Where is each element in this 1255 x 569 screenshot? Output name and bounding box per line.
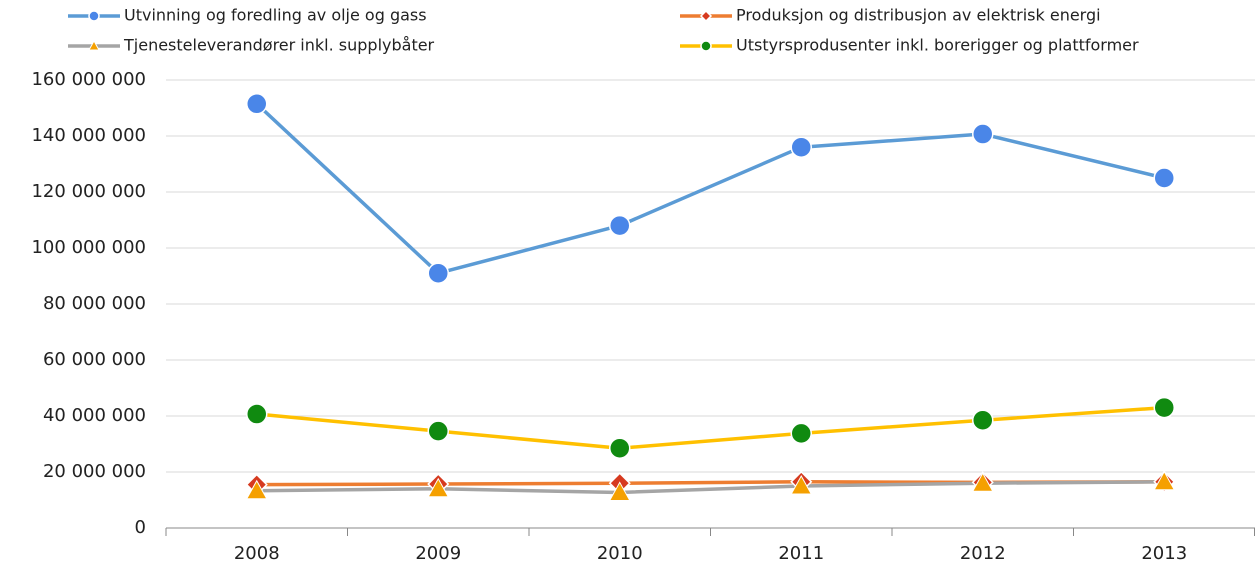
x-tick-label: 2010 bbox=[597, 543, 643, 564]
marker bbox=[972, 409, 994, 431]
marker bbox=[246, 93, 268, 115]
y-tick-label: 80 000 000 bbox=[43, 293, 146, 314]
marker bbox=[790, 474, 813, 495]
y-tick-label: 20 000 000 bbox=[43, 461, 146, 482]
series-line bbox=[256, 405, 1165, 450]
legend-marker bbox=[700, 40, 712, 52]
x-tick-label: 2009 bbox=[415, 543, 461, 564]
marker bbox=[1153, 167, 1175, 189]
marker bbox=[608, 481, 631, 501]
y-tick-label: 60 000 000 bbox=[43, 349, 146, 370]
marker bbox=[609, 437, 631, 459]
x-tick-label: 2008 bbox=[234, 543, 280, 564]
marker bbox=[972, 123, 994, 145]
marker bbox=[245, 479, 268, 500]
marker bbox=[427, 477, 450, 498]
legend-label: Utstyrsprodusenter inkl. borerigger og p… bbox=[736, 36, 1139, 55]
y-tick-label: 40 000 000 bbox=[43, 405, 146, 426]
marker bbox=[790, 136, 812, 158]
legend-label: Utvinning og foredling av olje og gass bbox=[124, 6, 427, 25]
y-tick-label: 120 000 000 bbox=[31, 181, 146, 202]
y-tick-label: 160 000 000 bbox=[31, 69, 146, 90]
series-line bbox=[256, 480, 1165, 495]
marker bbox=[971, 472, 994, 492]
legend-marker bbox=[88, 10, 100, 22]
marker bbox=[246, 403, 268, 425]
y-tick-label: 100 000 000 bbox=[31, 237, 146, 258]
marker bbox=[427, 262, 449, 284]
marker bbox=[427, 420, 449, 442]
series-line bbox=[255, 102, 1165, 275]
x-tick-label: 2013 bbox=[1141, 543, 1187, 564]
legend-marker bbox=[699, 9, 713, 23]
marker bbox=[609, 214, 631, 237]
x-tick-label: 2012 bbox=[960, 543, 1006, 564]
y-tick-label: 140 000 000 bbox=[31, 125, 146, 146]
legend-marker bbox=[88, 39, 100, 51]
legend-label: Produksjon og distribusjon av elektrisk … bbox=[736, 6, 1101, 25]
marker bbox=[1153, 470, 1176, 491]
marker bbox=[790, 422, 812, 445]
y-tick-label: 0 bbox=[135, 517, 146, 538]
legend-label: Tjenesteleverandører inkl. supplybåter bbox=[123, 36, 435, 55]
marker bbox=[1153, 396, 1175, 419]
x-tick-label: 2011 bbox=[778, 543, 824, 564]
